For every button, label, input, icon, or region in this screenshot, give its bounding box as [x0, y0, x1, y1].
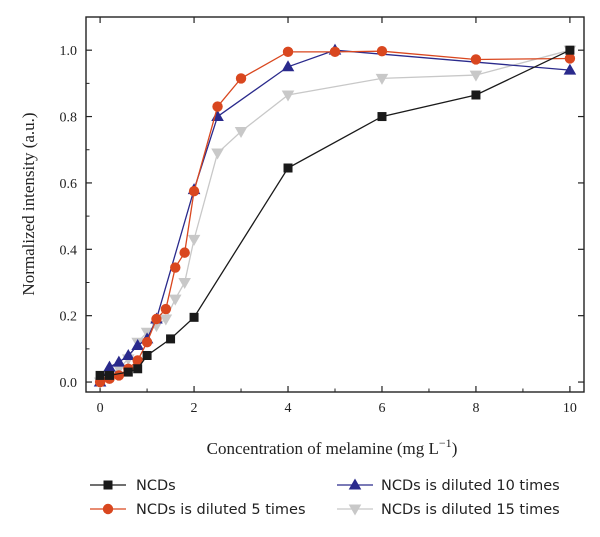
data-point [112, 364, 126, 376]
series-line [99, 49, 570, 383]
y-tick-label: 0.4 [60, 243, 78, 258]
x-axis-label-main: Concentration of melamine (mg L [207, 439, 439, 458]
series-line [99, 50, 570, 383]
data-point [112, 355, 126, 367]
legend-label: NCDs is diluted 15 times [381, 502, 560, 518]
legend-item: NCDs is diluted 10 times [337, 478, 560, 494]
data-point [95, 370, 105, 380]
x-tick-label: 4 [285, 401, 292, 416]
data-point [282, 46, 294, 58]
x-tick-label: 0 [97, 401, 104, 416]
data-point [133, 364, 143, 374]
data-point [564, 53, 576, 64]
data-point [281, 60, 295, 72]
legend-item: NCDs [90, 478, 176, 494]
plot-area [85, 16, 585, 393]
data-point [121, 348, 135, 360]
data-point [159, 314, 173, 326]
legend-label: NCDs is diluted 5 times [136, 502, 306, 518]
series-line [99, 49, 571, 383]
data-point [212, 101, 223, 112]
data-point [377, 112, 387, 122]
data-point [283, 163, 293, 173]
data-point [469, 70, 483, 82]
data-point [329, 46, 341, 58]
data-point [281, 90, 295, 102]
data-point [168, 294, 182, 306]
data-point [166, 334, 176, 344]
x-axis-label-suffix: ) [452, 439, 458, 458]
data-point [132, 355, 143, 366]
data-point [142, 350, 152, 360]
y-tick-label: 0.6 [60, 177, 78, 192]
y-tick-label: 0.8 [60, 111, 78, 126]
legend-label: NCDs [136, 478, 176, 494]
data-point [141, 337, 153, 348]
data-point [235, 73, 247, 84]
data-point [131, 339, 144, 351]
x-axis-label-exponent: −1 [439, 436, 452, 450]
plot-frame [85, 16, 585, 393]
data-point [113, 370, 125, 381]
x-axis-label: Concentration of melamine (mg L−1) [207, 436, 458, 458]
x-tick-label: 6 [378, 401, 385, 416]
data-point [178, 277, 191, 289]
legend-marker [348, 478, 362, 490]
x-tick-label: 2 [191, 401, 198, 416]
series-layer [93, 43, 577, 389]
y-tick-label: 0.0 [60, 376, 78, 391]
data-point [563, 63, 577, 75]
data-point [179, 247, 190, 258]
x-tick-label: 10 [563, 401, 577, 416]
series-line [100, 49, 571, 377]
series-1 [95, 45, 575, 380]
data-point [170, 262, 181, 273]
legend: NCDs NCDs is diluted 5 times NCDs is dilut… [90, 478, 560, 518]
data-point [234, 126, 248, 138]
data-point [104, 370, 114, 380]
legend-marker [102, 503, 114, 515]
x-tick-label: 8 [472, 401, 479, 416]
data-point [211, 148, 224, 160]
data-point [160, 303, 172, 315]
legend-marker [103, 480, 113, 490]
y-axis-label: Normalized intensity (a.u.) [19, 112, 38, 295]
y-tick-label: 1.0 [60, 44, 78, 59]
axis-ticks: 0 2 4 6 8 10 0.0 0.2 0.4 0.6 0.8 1.0 [60, 17, 584, 416]
data-point [471, 90, 481, 100]
data-point [376, 45, 388, 57]
data-point [103, 360, 116, 372]
data-point [375, 73, 389, 85]
data-point [187, 234, 201, 246]
legend-item: NCDs is diluted 15 times [337, 502, 560, 518]
data-point [565, 45, 575, 55]
data-point [188, 186, 200, 197]
data-point [123, 367, 133, 377]
data-point [189, 312, 199, 322]
legend-marker [348, 504, 362, 516]
legend-item: NCDs is diluted 5 times [90, 502, 306, 518]
y-tick-label: 0.2 [60, 310, 78, 325]
data-point [150, 321, 163, 333]
legend-label: NCDs is diluted 10 times [381, 478, 560, 494]
data-point [151, 313, 162, 325]
data-point [470, 54, 482, 65]
